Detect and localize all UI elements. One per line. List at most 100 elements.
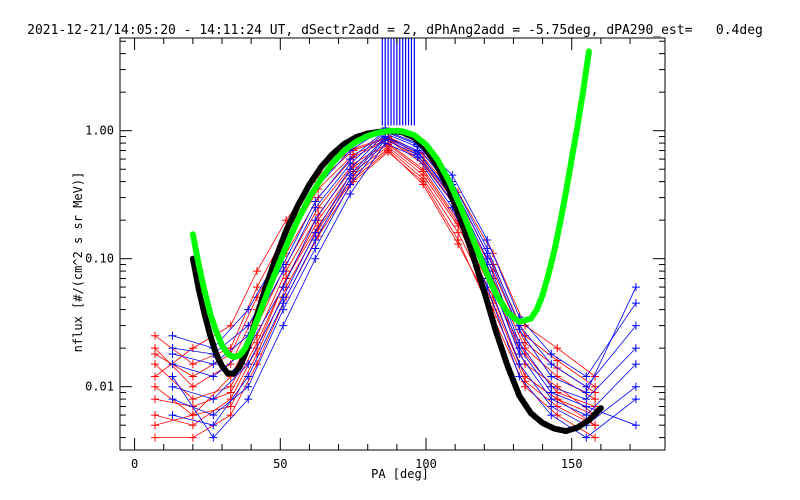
plus-marker-red (188, 395, 197, 404)
x-tick-label: 150 (561, 457, 583, 471)
traces-layer (151, 38, 640, 442)
plus-marker-red (226, 388, 235, 397)
plus-marker-red (454, 240, 463, 249)
trace-line-blue-4 (172, 139, 637, 426)
plus-marker-red (314, 210, 323, 219)
plus-marker-blue (168, 395, 177, 404)
trace-line-red-2 (154, 146, 596, 426)
plus-marker-red (226, 360, 235, 369)
axes: 0 50 100 150 0.01 0.10 1.00 (85, 37, 666, 471)
plus-marker-blue (244, 382, 253, 391)
plus-marker-blue (279, 283, 288, 292)
plus-marker-blue (515, 372, 524, 381)
axes-frame (119, 37, 666, 451)
plus-marker-blue (582, 388, 591, 397)
fit-layer (189, 46, 604, 435)
plus-marker-blue (346, 159, 355, 168)
plus-marker-blue (547, 360, 556, 369)
plus-marker-red (253, 283, 261, 292)
plus-marker-blue (311, 216, 320, 225)
plus-marker-blue (582, 411, 591, 420)
plus-marker-blue (631, 421, 640, 430)
plus-marker-blue (279, 321, 288, 330)
plus-marker-red (591, 421, 600, 430)
plus-marker-blue (244, 305, 253, 314)
plus-marker-red (253, 338, 261, 347)
plus-marker-red (151, 433, 159, 442)
plus-marker-blue (279, 267, 288, 276)
plus-marker-red (188, 372, 197, 381)
trace-line-blue-5 (172, 142, 637, 439)
plus-marker-blue (631, 283, 640, 292)
chart-title: 2021-12-21/14:05:20 - 14:11:24 UT, dSect… (27, 23, 763, 38)
trace-line-red-1 (154, 142, 596, 416)
plus-marker-blue (582, 433, 591, 442)
plus-marker-blue (311, 244, 320, 253)
plus-marker-red (253, 267, 261, 276)
plus-marker-blue (547, 402, 556, 411)
plus-marker-blue (346, 174, 355, 183)
x-tick-label: 0 (131, 457, 138, 471)
plus-marker-blue (631, 360, 640, 369)
plus-marker-blue (311, 236, 320, 244)
plus-marker-blue (168, 372, 177, 381)
plus-marker-blue (209, 360, 218, 369)
plus-marker-blue (311, 254, 320, 263)
trace-line-red-4 (155, 151, 596, 439)
plus-marker-blue (168, 350, 177, 358)
plus-marker-red (454, 228, 463, 237)
plus-marker-red (188, 433, 197, 442)
plus-marker-blue (547, 372, 556, 381)
plus-marker-red (188, 360, 197, 369)
trace-line-blue-2 (172, 136, 637, 416)
plus-marker-red (553, 344, 562, 353)
plus-marker-blue (346, 190, 355, 198)
plus-marker-blue (515, 344, 524, 353)
x-tick-label: 100 (415, 457, 437, 471)
plus-marker-red (226, 402, 235, 411)
y-tick-label: 0.10 (85, 252, 114, 266)
plus-marker-blue (209, 372, 218, 381)
plus-marker-red (419, 167, 428, 176)
plus-marker-red (188, 382, 197, 391)
fit-curve-green (189, 46, 593, 361)
plus-marker-red (151, 382, 159, 391)
trace-line-red-9 (154, 149, 596, 426)
x-axis-label: PA [deg] (371, 467, 429, 481)
plus-marker-blue (209, 421, 218, 430)
y-axis-label: nflux [#/(cm^2 s sr MeV)] (71, 172, 85, 353)
plus-marker-blue (311, 203, 320, 212)
plus-marker-blue (515, 360, 524, 369)
plus-marker-blue (631, 395, 640, 404)
plus-marker-blue (631, 382, 640, 391)
plus-marker-red (151, 411, 159, 420)
plus-marker-blue (168, 360, 177, 369)
plot-area (151, 38, 640, 442)
plus-marker-blue (168, 331, 177, 340)
x-tick-label: 50 (273, 457, 287, 471)
plus-marker-blue (631, 344, 640, 353)
plus-marker-red (384, 146, 393, 155)
plus-marker-blue (209, 433, 218, 442)
plus-marker-blue (547, 411, 556, 420)
plus-marker-red (151, 331, 159, 340)
y-tick-label: 1.00 (85, 124, 114, 138)
plus-marker-blue (631, 321, 640, 330)
y-tick-label: 0.01 (85, 380, 114, 394)
plus-marker-blue (582, 402, 591, 411)
plus-marker-blue (448, 171, 457, 180)
plus-marker-red (151, 421, 159, 430)
plus-marker-blue (547, 350, 556, 358)
plus-marker-red (419, 180, 428, 189)
plus-marker-red (591, 433, 600, 442)
plus-marker-blue (244, 360, 253, 369)
plus-marker-blue (168, 382, 177, 391)
plus-marker-red (188, 411, 197, 420)
trace-line-red-3 (154, 137, 596, 388)
trace-line-blue-7 (172, 137, 637, 426)
plus-marker-blue (168, 411, 177, 420)
plus-marker-blue (483, 236, 492, 244)
plus-marker-red (151, 350, 159, 358)
plus-marker-blue (582, 372, 591, 381)
